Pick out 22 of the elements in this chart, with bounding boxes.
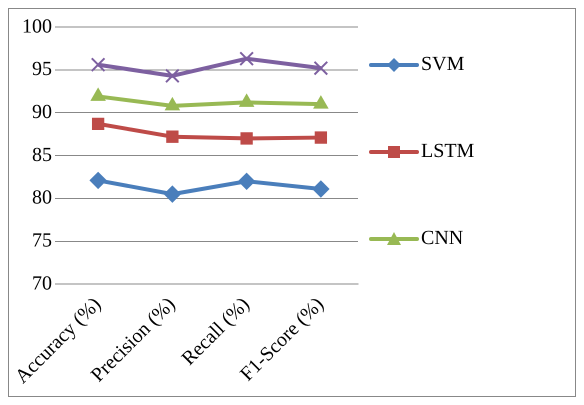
point: [92, 118, 104, 130]
legend-label: CNN: [421, 227, 464, 250]
point: [239, 51, 254, 66]
y-tick-label: 80: [32, 186, 52, 209]
point: [166, 130, 179, 143]
point: [90, 57, 106, 72]
y-tick-label: 100: [22, 15, 52, 38]
point: [165, 68, 180, 84]
point: [314, 131, 328, 144]
y-tick-label: 95: [32, 58, 52, 80]
point: [312, 180, 330, 198]
y-tick-label: 85: [32, 144, 52, 166]
point: [238, 172, 256, 190]
y-tick-label: 70: [32, 272, 52, 294]
point: [240, 132, 253, 145]
point: [314, 60, 328, 76]
legend-label: SVM: [421, 53, 464, 76]
y-tick-label: 90: [32, 100, 52, 123]
point: [90, 172, 107, 189]
y-tick-label: 75: [32, 230, 52, 252]
point: [164, 186, 181, 203]
legend-label: LSTM: [421, 140, 474, 163]
